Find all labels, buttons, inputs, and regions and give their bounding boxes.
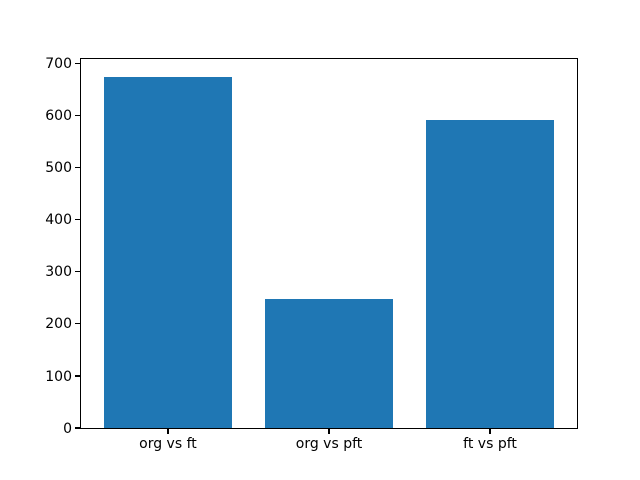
x-tick-label: ft vs pft bbox=[463, 436, 517, 452]
bar-ft-vs-pft bbox=[425, 119, 555, 428]
y-tick-mark bbox=[75, 271, 80, 273]
y-tick-label: 0 bbox=[63, 420, 72, 437]
x-tick-label: org vs pft bbox=[295, 436, 363, 452]
y-tick-label: 400 bbox=[45, 212, 72, 229]
y-tick-mark bbox=[75, 62, 80, 65]
y-tick-mark bbox=[75, 219, 80, 221]
x-tick-mark bbox=[167, 429, 169, 434]
x-tick-mark bbox=[489, 429, 491, 434]
y-tick-mark bbox=[75, 115, 80, 117]
y-tick-mark bbox=[75, 375, 80, 377]
bar-org-vs-ft bbox=[103, 76, 233, 428]
bar-org-vs-pft bbox=[264, 299, 394, 428]
x-tick-mark bbox=[328, 429, 330, 434]
y-tick-label: 300 bbox=[45, 264, 72, 281]
x-tick-label: org vs ft bbox=[139, 436, 197, 452]
y-tick-label: 600 bbox=[45, 108, 72, 125]
y-tick-label: 500 bbox=[45, 160, 72, 177]
y-tick-mark bbox=[75, 167, 80, 169]
y-tick-label: 700 bbox=[45, 56, 72, 73]
y-tick-mark bbox=[75, 323, 80, 325]
y-tick-mark bbox=[75, 427, 80, 429]
plot-area: 0 100 200 300 400 500 600 700 org vs ft org vs pf… bbox=[45, 57, 578, 451]
y-tick-label: 200 bbox=[45, 316, 72, 333]
y-tick-label: 100 bbox=[45, 368, 72, 385]
